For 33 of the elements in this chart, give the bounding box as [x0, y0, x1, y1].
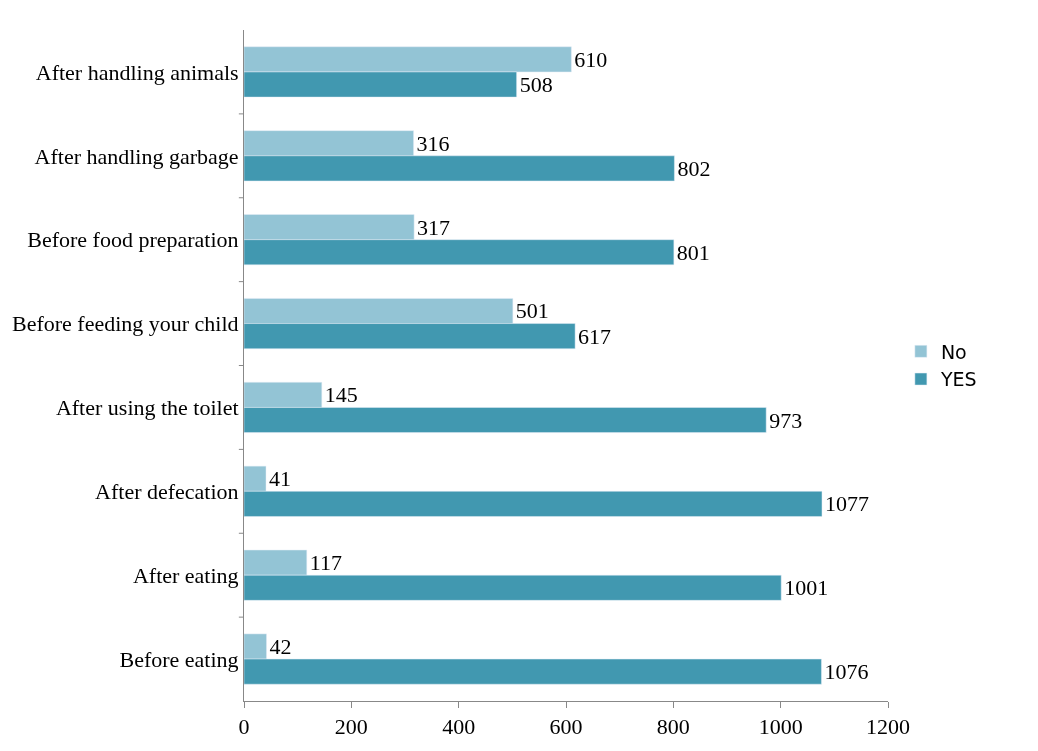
- x-tick-label: 800: [656, 714, 690, 740]
- data-label: 802: [677, 155, 711, 181]
- y-tick-label: After using the toilet: [55, 395, 239, 421]
- y-tick-label: After eating: [132, 562, 239, 588]
- data-label: 508: [519, 72, 553, 98]
- x-tick-label: 1200: [866, 714, 910, 740]
- data-label: 610: [574, 46, 608, 72]
- data-label: 42: [269, 633, 292, 659]
- x-tick-label: 1000: [758, 714, 803, 740]
- data-label: 317: [417, 214, 451, 240]
- data-label: 973: [769, 407, 803, 433]
- data-label: 41: [269, 466, 291, 492]
- y-tick-label: Before food preparation: [27, 227, 239, 253]
- data-label: 801: [676, 239, 710, 265]
- y-tick-label: After handling garbage: [34, 143, 239, 169]
- data-label: 145: [324, 382, 358, 408]
- data-label: 1076: [824, 659, 869, 685]
- data-label: 1001: [784, 575, 829, 601]
- x-tick-label: 400: [442, 714, 476, 740]
- legend-label: YES: [939, 368, 977, 391]
- data-label: 617: [578, 323, 612, 349]
- y-tick-label: After defecation: [95, 479, 239, 505]
- data-label: 1077: [824, 491, 869, 517]
- data-label: 316: [416, 130, 450, 156]
- legend-label: No: [940, 340, 967, 363]
- y-tick-label: Before feeding your child: [11, 311, 239, 337]
- data-label: 501: [515, 298, 549, 324]
- y-tick-label: After handling animals: [35, 59, 239, 85]
- x-tick-label: 0: [238, 714, 250, 740]
- y-tick-label: Before eating: [119, 646, 239, 672]
- data-label: 117: [309, 550, 342, 576]
- x-tick-label: 200: [334, 714, 368, 740]
- x-tick-label: 600: [549, 714, 583, 740]
